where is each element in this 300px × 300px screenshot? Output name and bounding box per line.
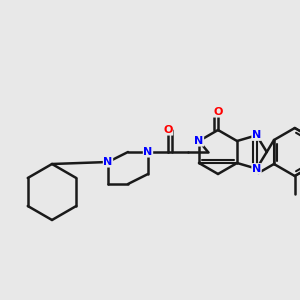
Text: O: O (163, 125, 173, 135)
Text: N: N (252, 164, 261, 174)
Text: N: N (194, 136, 204, 146)
Text: O: O (213, 107, 223, 117)
Text: N: N (143, 147, 153, 157)
Text: N: N (252, 130, 261, 140)
Text: N: N (103, 157, 112, 167)
